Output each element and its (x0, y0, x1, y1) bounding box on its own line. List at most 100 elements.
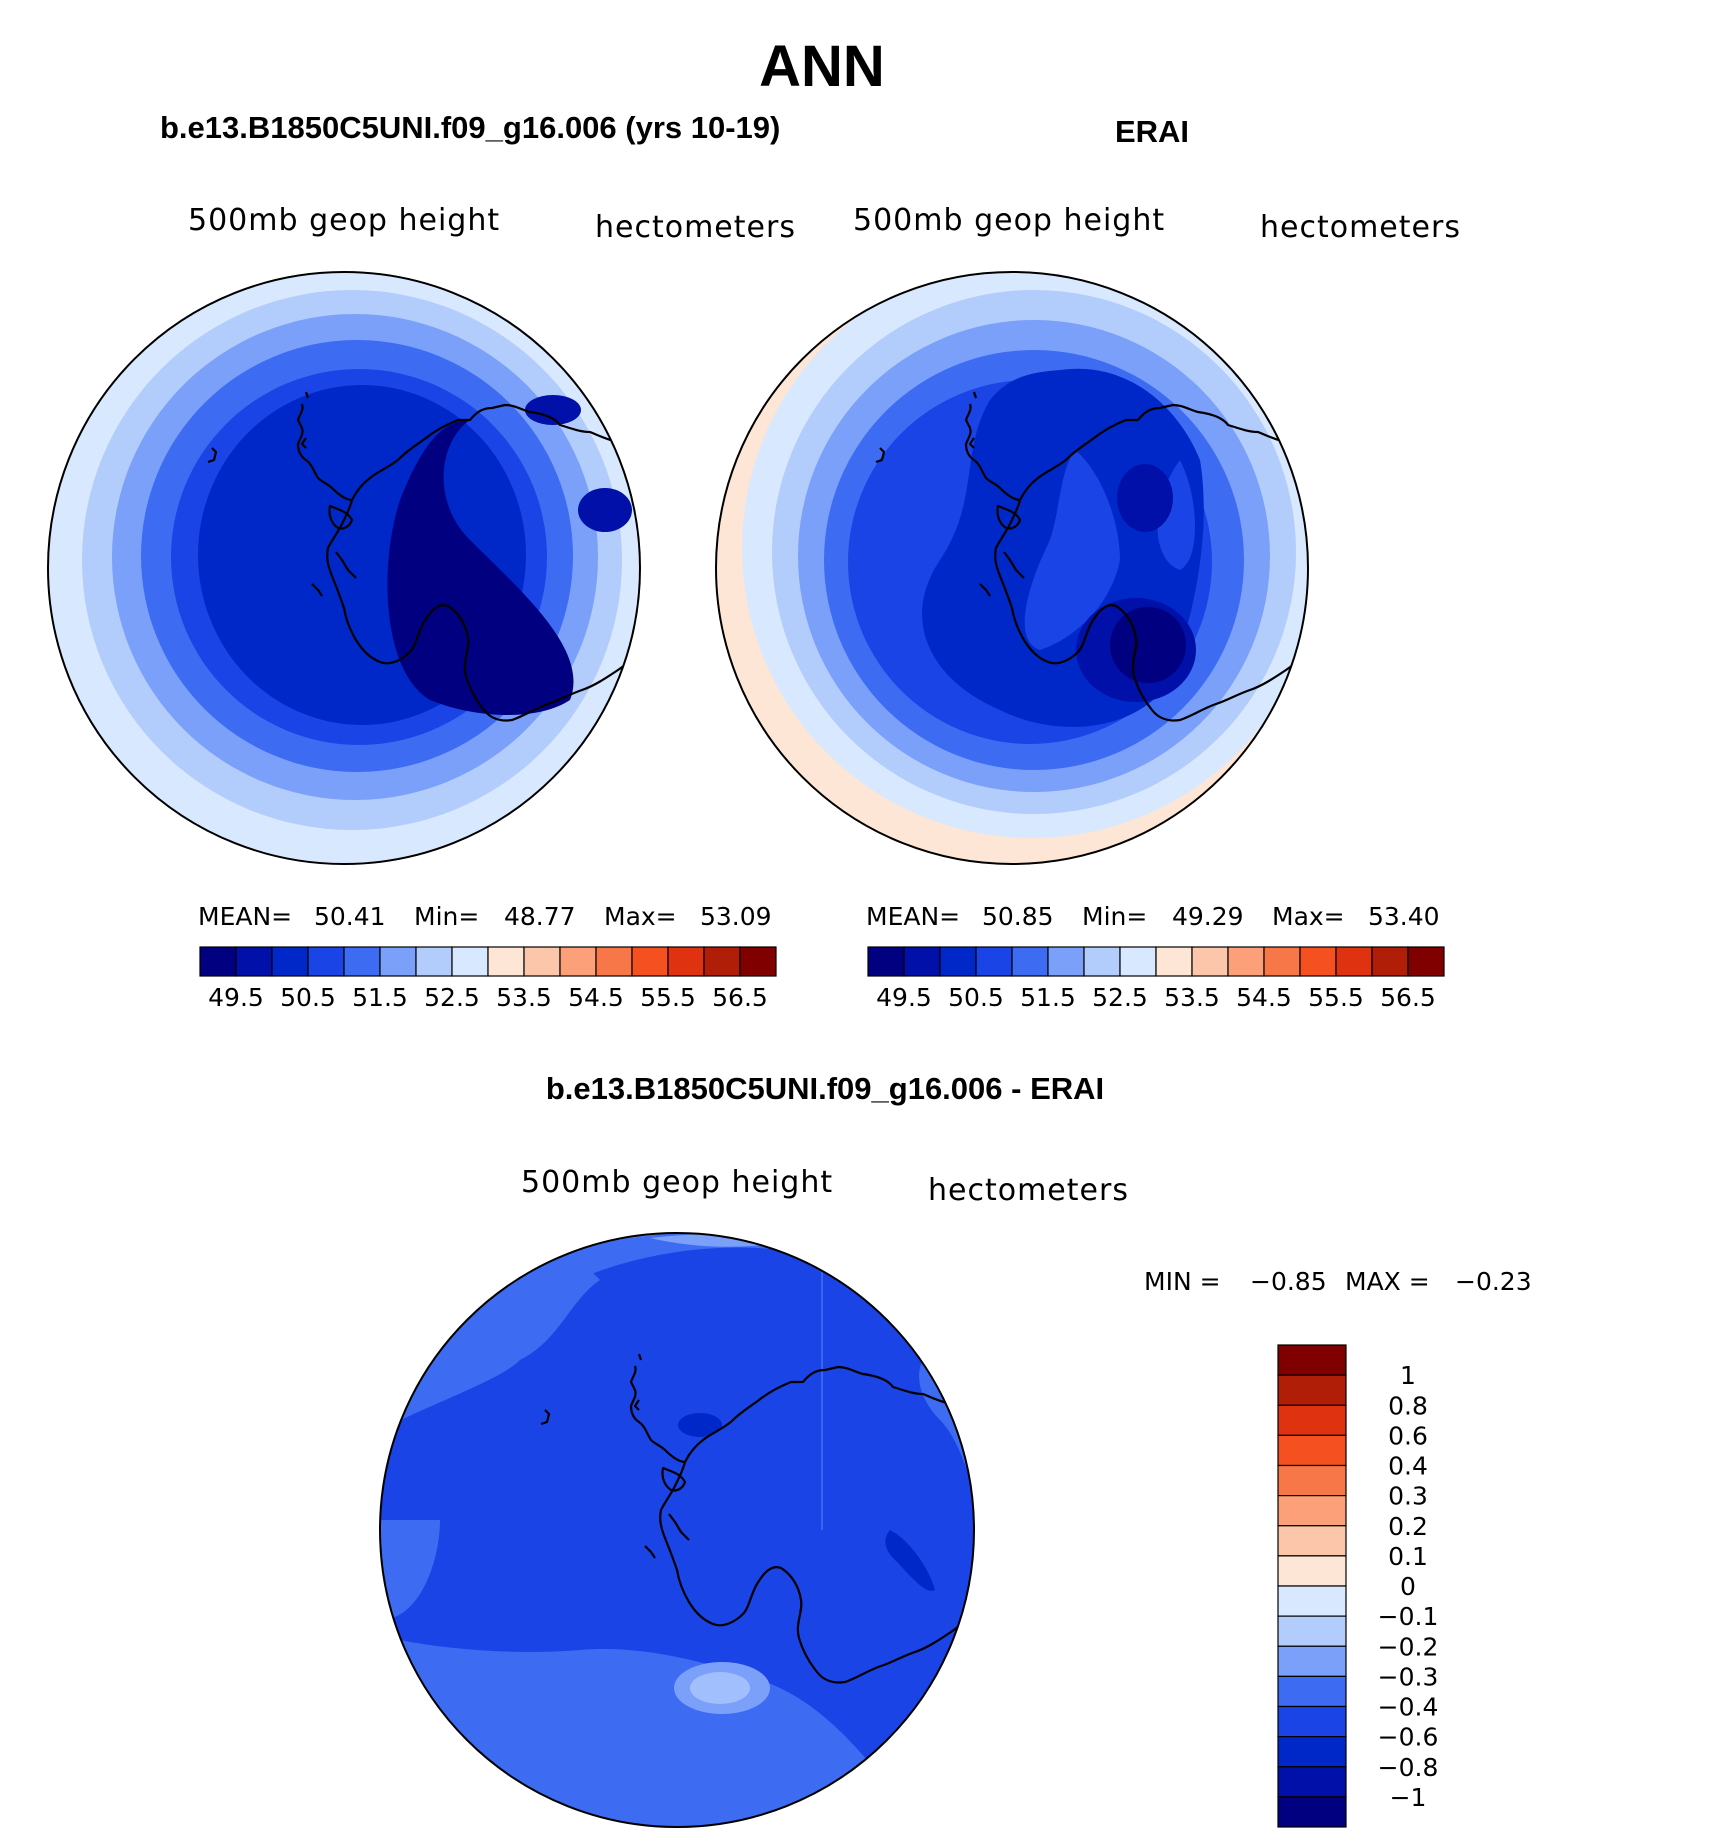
colorbar-swatch (1277, 1464, 1347, 1497)
stat-max-value: −0.23 (1455, 1267, 1532, 1296)
stat-mean-label: MEAN= (198, 902, 292, 931)
colorbar-swatch (1277, 1615, 1347, 1647)
contour-band (960, 1700, 974, 1827)
colorbar-swatch (1277, 1434, 1347, 1467)
panel-diff-stats: MIN = −0.85 MAX = −0.23 (1144, 1267, 1532, 1296)
panel-obs-colorbar: 49.5 50.5 51.5 52.5 53.5 54.5 55.5 56.5 (867, 946, 1445, 1012)
colorbar-swatch (867, 946, 905, 977)
colorbar-swatch (903, 946, 941, 977)
colorbar-swatch (1277, 1344, 1347, 1376)
colorbar-tick-label: 49.5 (208, 983, 264, 1012)
colorbar-swatch (1277, 1555, 1347, 1587)
colorbar-swatch (487, 946, 525, 977)
colorbar-swatch (451, 946, 489, 977)
panel-model-title: b.e13.B1850C5UNI.f09_g16.006 (yrs 10-19) (160, 110, 780, 145)
colorbar-tick-label: 0.8 (1388, 1391, 1428, 1420)
contour-band (690, 1672, 750, 1704)
colorbar-swatch (199, 946, 237, 977)
colorbar-swatch (343, 946, 381, 977)
colorbar-swatch (1277, 1525, 1347, 1557)
contour-band (988, 1448, 1048, 1502)
colorbar-swatch (1119, 946, 1157, 977)
colorbar-swatch (939, 946, 977, 977)
colorbar-swatch (667, 946, 705, 977)
stat-mean-value: 50.85 (982, 902, 1054, 931)
panel-diff-map (380, 1233, 1048, 1827)
colorbar-tick-label: 56.5 (712, 983, 768, 1012)
colorbar-tick-label: 54.5 (1236, 983, 1292, 1012)
colorbar-swatch (595, 946, 633, 977)
contour-band (1110, 607, 1186, 683)
colorbar-swatch (1277, 1736, 1347, 1768)
contour-band (919, 1350, 974, 1510)
colorbar-swatch (307, 946, 345, 977)
colorbar-tick-label: 55.5 (1308, 983, 1364, 1012)
colorbar-tick-label: 55.5 (640, 983, 696, 1012)
panel-obs-units-label: hectometers (1260, 210, 1461, 245)
colorbar-tick-label: 0.6 (1388, 1421, 1428, 1450)
panel-obs-map-border (715, 271, 1309, 865)
colorbar-tick-label: −0.4 (1378, 1693, 1439, 1722)
panel-model-units-label: hectometers (595, 210, 796, 245)
stat-min-label: Min= (414, 902, 479, 931)
stat-mean-value: 50.41 (314, 902, 386, 931)
colorbar-tick-label: 51.5 (1020, 983, 1076, 1012)
panel-obs-map (716, 272, 1308, 864)
colorbar-tick-label: 0.4 (1388, 1452, 1428, 1481)
colorbar-tick-label: 51.5 (352, 983, 408, 1012)
colorbar-swatch (631, 946, 669, 977)
colorbar-swatch (1299, 946, 1337, 977)
stat-max-label: MAX = (1345, 1267, 1430, 1296)
panel-diff-variable-label: 500mb geop height (521, 1165, 833, 1200)
stat-min-label: Min= (1082, 902, 1147, 931)
colorbar-swatch (1263, 946, 1301, 977)
panel-model-map (48, 272, 640, 864)
panel-obs-stats: MEAN= 50.85 Min= 49.29 Max= 53.40 (866, 902, 1440, 931)
colorbar-swatch (703, 946, 741, 977)
colorbar-tick-label: 50.5 (948, 983, 1004, 1012)
colorbar-swatch (1277, 1374, 1347, 1406)
panel-model: b.e13.B1850C5UNI.f09_g16.006 (yrs 10-19)… (47, 110, 796, 1012)
colorbar-tick-label: 0.1 (1388, 1542, 1428, 1571)
stat-max-label: Max= (604, 902, 677, 931)
contour-band (578, 488, 632, 532)
stat-max-value: 53.09 (700, 902, 772, 931)
colorbar-swatch (1277, 1495, 1347, 1527)
colorbar-swatch (379, 946, 417, 977)
panel-diff: b.e13.B1850C5UNI.f09_g16.006 - ERAI 500m… (379, 1071, 1532, 1828)
contour-band (1117, 464, 1173, 532)
colorbar-swatch (1191, 946, 1229, 977)
panel-model-stats: MEAN= 50.41 Min= 48.77 Max= 53.09 (198, 902, 772, 931)
stat-max-value: 53.40 (1368, 902, 1440, 931)
colorbar-swatch (1277, 1675, 1347, 1708)
contour-band (1024, 450, 1120, 650)
colorbar-swatch (559, 946, 597, 977)
contour-band (678, 1413, 722, 1437)
colorbar-tick-label: 53.5 (1164, 983, 1220, 1012)
colorbar-tick-label: −0.2 (1378, 1632, 1439, 1661)
colorbar-tick-label: 52.5 (1092, 983, 1148, 1012)
colorbar-swatch (235, 946, 273, 977)
colorbar-tick-label: −0.8 (1378, 1753, 1439, 1782)
colorbar-tick-label: 50.5 (280, 983, 336, 1012)
panel-model-variable-label: 500mb geop height (188, 203, 500, 238)
stat-min-value: −0.85 (1250, 1267, 1327, 1296)
colorbar-tick-label: −0.1 (1378, 1602, 1439, 1631)
colorbar-tick-label: 54.5 (568, 983, 624, 1012)
panel-obs-variable-label: 500mb geop height (853, 203, 1165, 238)
colorbar-tick-label: −1 (1390, 1783, 1427, 1812)
colorbar-swatch (1011, 946, 1049, 977)
contour-band (380, 1520, 440, 1620)
colorbar-swatch (523, 946, 561, 977)
colorbar-swatch (1277, 1645, 1347, 1677)
colorbar-swatch (1047, 946, 1085, 977)
contour-band (885, 1530, 935, 1591)
colorbar-swatch (739, 946, 777, 977)
colorbar-swatch (1083, 946, 1121, 977)
stat-max-label: Max= (1272, 902, 1345, 931)
colorbar-swatch (1407, 946, 1445, 977)
panel-obs-title: ERAI (1115, 114, 1189, 149)
colorbar-swatch (1335, 946, 1373, 977)
colorbar-tick-label: −0.6 (1378, 1723, 1439, 1752)
